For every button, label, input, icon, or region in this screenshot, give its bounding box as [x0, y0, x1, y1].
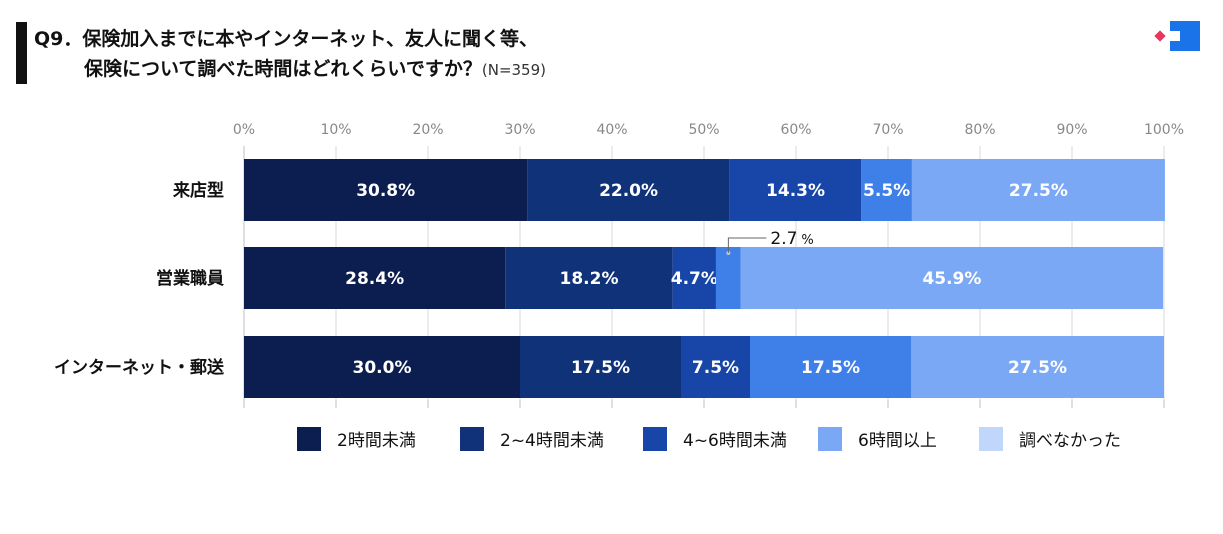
- bar-segment: [911, 336, 1164, 398]
- bar-segment: [527, 159, 730, 221]
- bar-segment: [715, 247, 741, 309]
- data-label: 17.5%: [571, 358, 630, 378]
- x-tick-label: 40%: [596, 122, 627, 138]
- bar-segment: [729, 159, 862, 221]
- category-label: 営業職員: [156, 268, 224, 289]
- legend-label: 調べなかった: [1019, 431, 1121, 451]
- brand-logo-icon: [1154, 21, 1200, 51]
- x-tick-label: 10%: [320, 122, 351, 138]
- callout-label: 2.7%: [770, 229, 813, 249]
- legend-swatch: [460, 427, 484, 451]
- bar-segment: [681, 336, 750, 398]
- data-label: 30.8%: [356, 181, 415, 201]
- data-label: 7.5%: [692, 358, 739, 378]
- legend-label: 2時間未満: [337, 431, 416, 451]
- category-label: インターネット・郵送: [54, 357, 225, 378]
- chart-title-line2-text: 保険について調べた時間はどれくらいですか？: [84, 58, 482, 80]
- x-tick-label: 30%: [504, 122, 535, 138]
- x-tick-label: 50%: [688, 122, 719, 138]
- bar-segment: [244, 159, 528, 221]
- bar-segment: [740, 247, 1164, 309]
- bar-segment: [520, 336, 681, 398]
- legend-swatch: [643, 427, 667, 451]
- data-label: 4.7%: [671, 269, 718, 289]
- x-tick-label: 60%: [780, 122, 811, 138]
- category-label: 来店型: [172, 180, 224, 201]
- bar-segment: [244, 247, 506, 309]
- legend-label: 4~6時間未満: [683, 431, 787, 451]
- sample-size-note: (N=359): [481, 61, 546, 79]
- data-label: 17.5%: [801, 358, 860, 378]
- x-tick-label: 70%: [872, 122, 903, 138]
- x-tick-label: 100%: [1144, 122, 1184, 138]
- data-label: 18.2%: [560, 269, 619, 289]
- data-label: 27.5%: [1008, 358, 1067, 378]
- bar-segment: [861, 159, 912, 221]
- data-label: 28.4%: [345, 269, 404, 289]
- bar-segment: [672, 247, 716, 309]
- data-label: 14.3%: [766, 181, 825, 201]
- x-tick-label: 80%: [964, 122, 995, 138]
- legend-swatch: [979, 427, 1003, 451]
- data-label: 5.5%: [863, 181, 910, 201]
- bar-segment: [750, 336, 911, 398]
- chart-title-line1: Q9．保険加入までに本やインターネット、友人に聞く等、: [34, 28, 538, 50]
- data-label: 27.5%: [1009, 181, 1068, 201]
- x-tick-label: 0%: [233, 122, 255, 138]
- bar-segment: [911, 159, 1165, 221]
- callout-leader-line: [727, 237, 767, 253]
- legend-swatch: [818, 427, 842, 451]
- title-accent-bar: [16, 22, 27, 84]
- data-label: 22.0%: [599, 181, 658, 201]
- x-tick-label: 20%: [412, 122, 443, 138]
- x-tick-label: 90%: [1056, 122, 1087, 138]
- data-label: 45.9%: [922, 269, 981, 289]
- legend-swatch: [297, 427, 321, 451]
- chart-title-line2: 保険について調べた時間はどれくらいですか？(N=359): [84, 54, 546, 81]
- bar-segment: [244, 336, 520, 398]
- legend-label: 2~4時間未満: [500, 431, 604, 451]
- callout-value: 2.7: [770, 229, 797, 249]
- callout-unit: %: [801, 233, 813, 248]
- legend-label: 6時間以上: [858, 431, 937, 451]
- bar-segment: [505, 247, 673, 309]
- data-label: 30.0%: [353, 358, 412, 378]
